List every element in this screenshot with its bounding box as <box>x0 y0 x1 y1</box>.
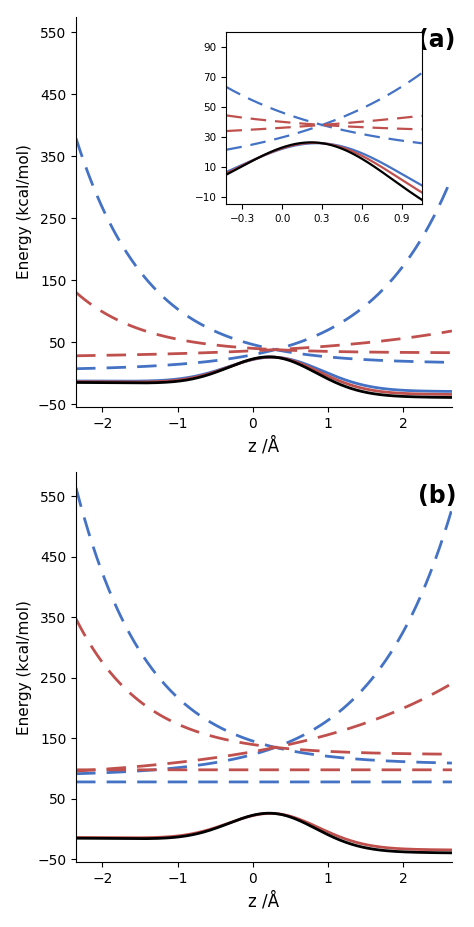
Y-axis label: Energy (kcal/mol): Energy (kcal/mol) <box>17 145 32 279</box>
X-axis label: z /Å: z /Å <box>248 892 280 910</box>
Text: (b): (b) <box>418 484 456 508</box>
Text: (a): (a) <box>418 29 456 53</box>
X-axis label: z /Å: z /Å <box>248 437 280 455</box>
Y-axis label: Energy (kcal/mol): Energy (kcal/mol) <box>17 600 32 734</box>
